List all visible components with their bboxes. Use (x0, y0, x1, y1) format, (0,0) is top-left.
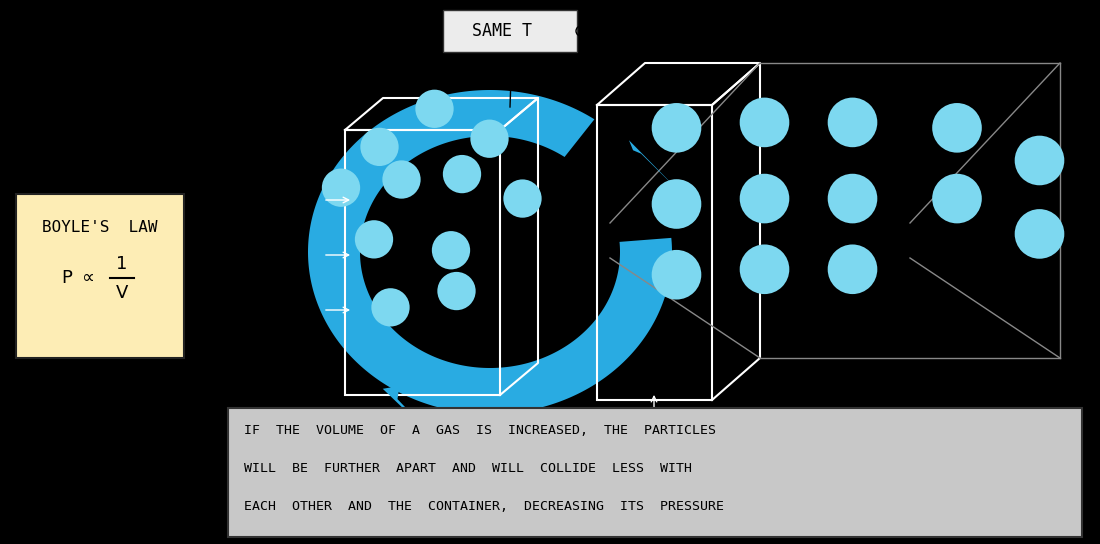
FancyBboxPatch shape (16, 194, 184, 358)
Text: V: V (116, 284, 129, 302)
Ellipse shape (827, 174, 878, 224)
Ellipse shape (322, 169, 360, 207)
Ellipse shape (651, 179, 702, 229)
Polygon shape (308, 90, 672, 414)
Ellipse shape (471, 120, 508, 158)
Ellipse shape (361, 128, 398, 166)
Polygon shape (629, 140, 685, 197)
Text: EACH  OTHER  AND  THE  CONTAINER,  DECREASING  ITS  PRESSURE: EACH OTHER AND THE CONTAINER, DECREASING… (244, 499, 724, 512)
Ellipse shape (1014, 209, 1065, 259)
Ellipse shape (739, 244, 790, 294)
Text: P $\propto$: P $\propto$ (62, 269, 95, 287)
Ellipse shape (932, 174, 982, 224)
Ellipse shape (443, 155, 481, 193)
Ellipse shape (651, 103, 702, 153)
Text: IF  THE  VOLUME  OF  A  GAS  IS  INCREASED,  THE  PARTICLES: IF THE VOLUME OF A GAS IS INCREASED, THE… (244, 423, 716, 436)
Text: SAME T: SAME T (472, 22, 532, 40)
Ellipse shape (372, 288, 409, 326)
Ellipse shape (827, 97, 878, 147)
Text: WILL  BE  FURTHER  APART  AND  WILL  COLLIDE  LESS  WITH: WILL BE FURTHER APART AND WILL COLLIDE L… (244, 461, 692, 474)
Ellipse shape (739, 97, 790, 147)
Ellipse shape (932, 103, 982, 153)
Text: BOYLE'S  LAW: BOYLE'S LAW (42, 220, 157, 236)
FancyBboxPatch shape (228, 408, 1082, 537)
Ellipse shape (739, 174, 790, 224)
Ellipse shape (1014, 135, 1065, 186)
Ellipse shape (432, 231, 470, 269)
Ellipse shape (438, 272, 475, 310)
Ellipse shape (651, 250, 702, 300)
Polygon shape (383, 386, 440, 443)
Ellipse shape (504, 180, 541, 218)
Text: 1: 1 (117, 255, 128, 273)
Ellipse shape (416, 90, 453, 128)
Ellipse shape (383, 160, 420, 199)
Ellipse shape (355, 220, 393, 258)
Ellipse shape (827, 244, 878, 294)
FancyBboxPatch shape (443, 10, 578, 52)
